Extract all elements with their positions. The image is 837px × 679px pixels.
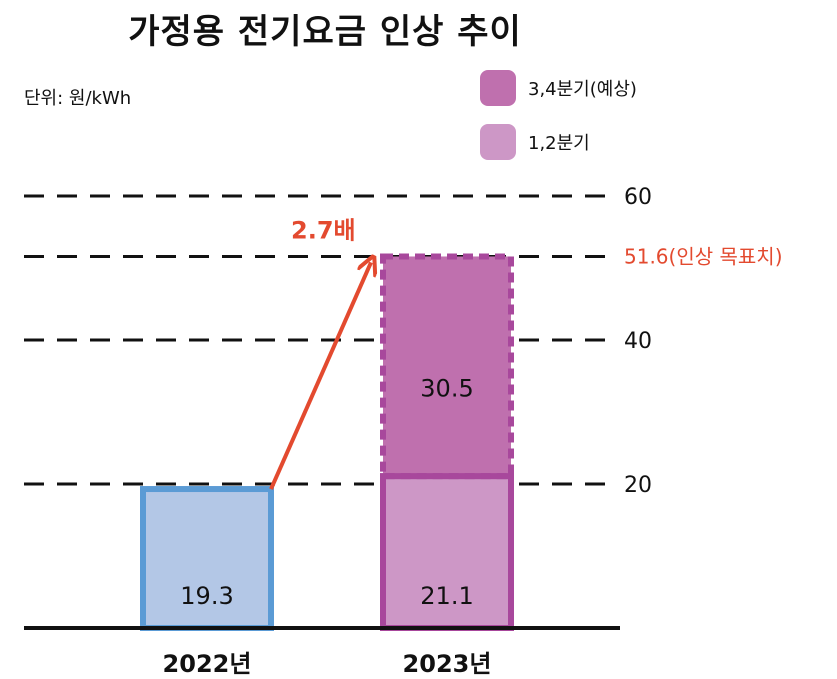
legend-item-q34: 3,4분기(예상) xyxy=(480,70,637,106)
legend-label-q12: 1,2분기 xyxy=(528,133,590,154)
y-tick-label: 20 xyxy=(624,473,652,498)
target-label: 51.6(인상 목표치) xyxy=(624,244,783,268)
chart-title: 가정용 전기요금 인상 추이 xyxy=(128,12,522,52)
x-tick-label: 2023년 xyxy=(403,650,492,678)
unit-label: 단위: 원/kWh xyxy=(24,88,132,109)
legend-swatch-q34 xyxy=(480,70,516,106)
legend-item-q12: 1,2분기 xyxy=(480,124,590,160)
y-tick-label: 60 xyxy=(624,185,652,210)
x-tick-label: 2022년 xyxy=(163,650,252,678)
bar-value-label: 19.3 xyxy=(180,582,233,610)
bar-q12 xyxy=(380,473,514,631)
legend-label-q34: 3,4분기(예상) xyxy=(528,79,637,100)
bar-value-label: 21.1 xyxy=(420,582,473,610)
bar-q34 xyxy=(380,253,514,480)
growth-annotation: 2.7배 xyxy=(291,216,356,244)
bar-value-label: 30.5 xyxy=(420,374,473,402)
legend-swatch-q12 xyxy=(480,124,516,160)
growth-arrow xyxy=(269,262,371,490)
y-tick-label: 40 xyxy=(624,329,652,354)
